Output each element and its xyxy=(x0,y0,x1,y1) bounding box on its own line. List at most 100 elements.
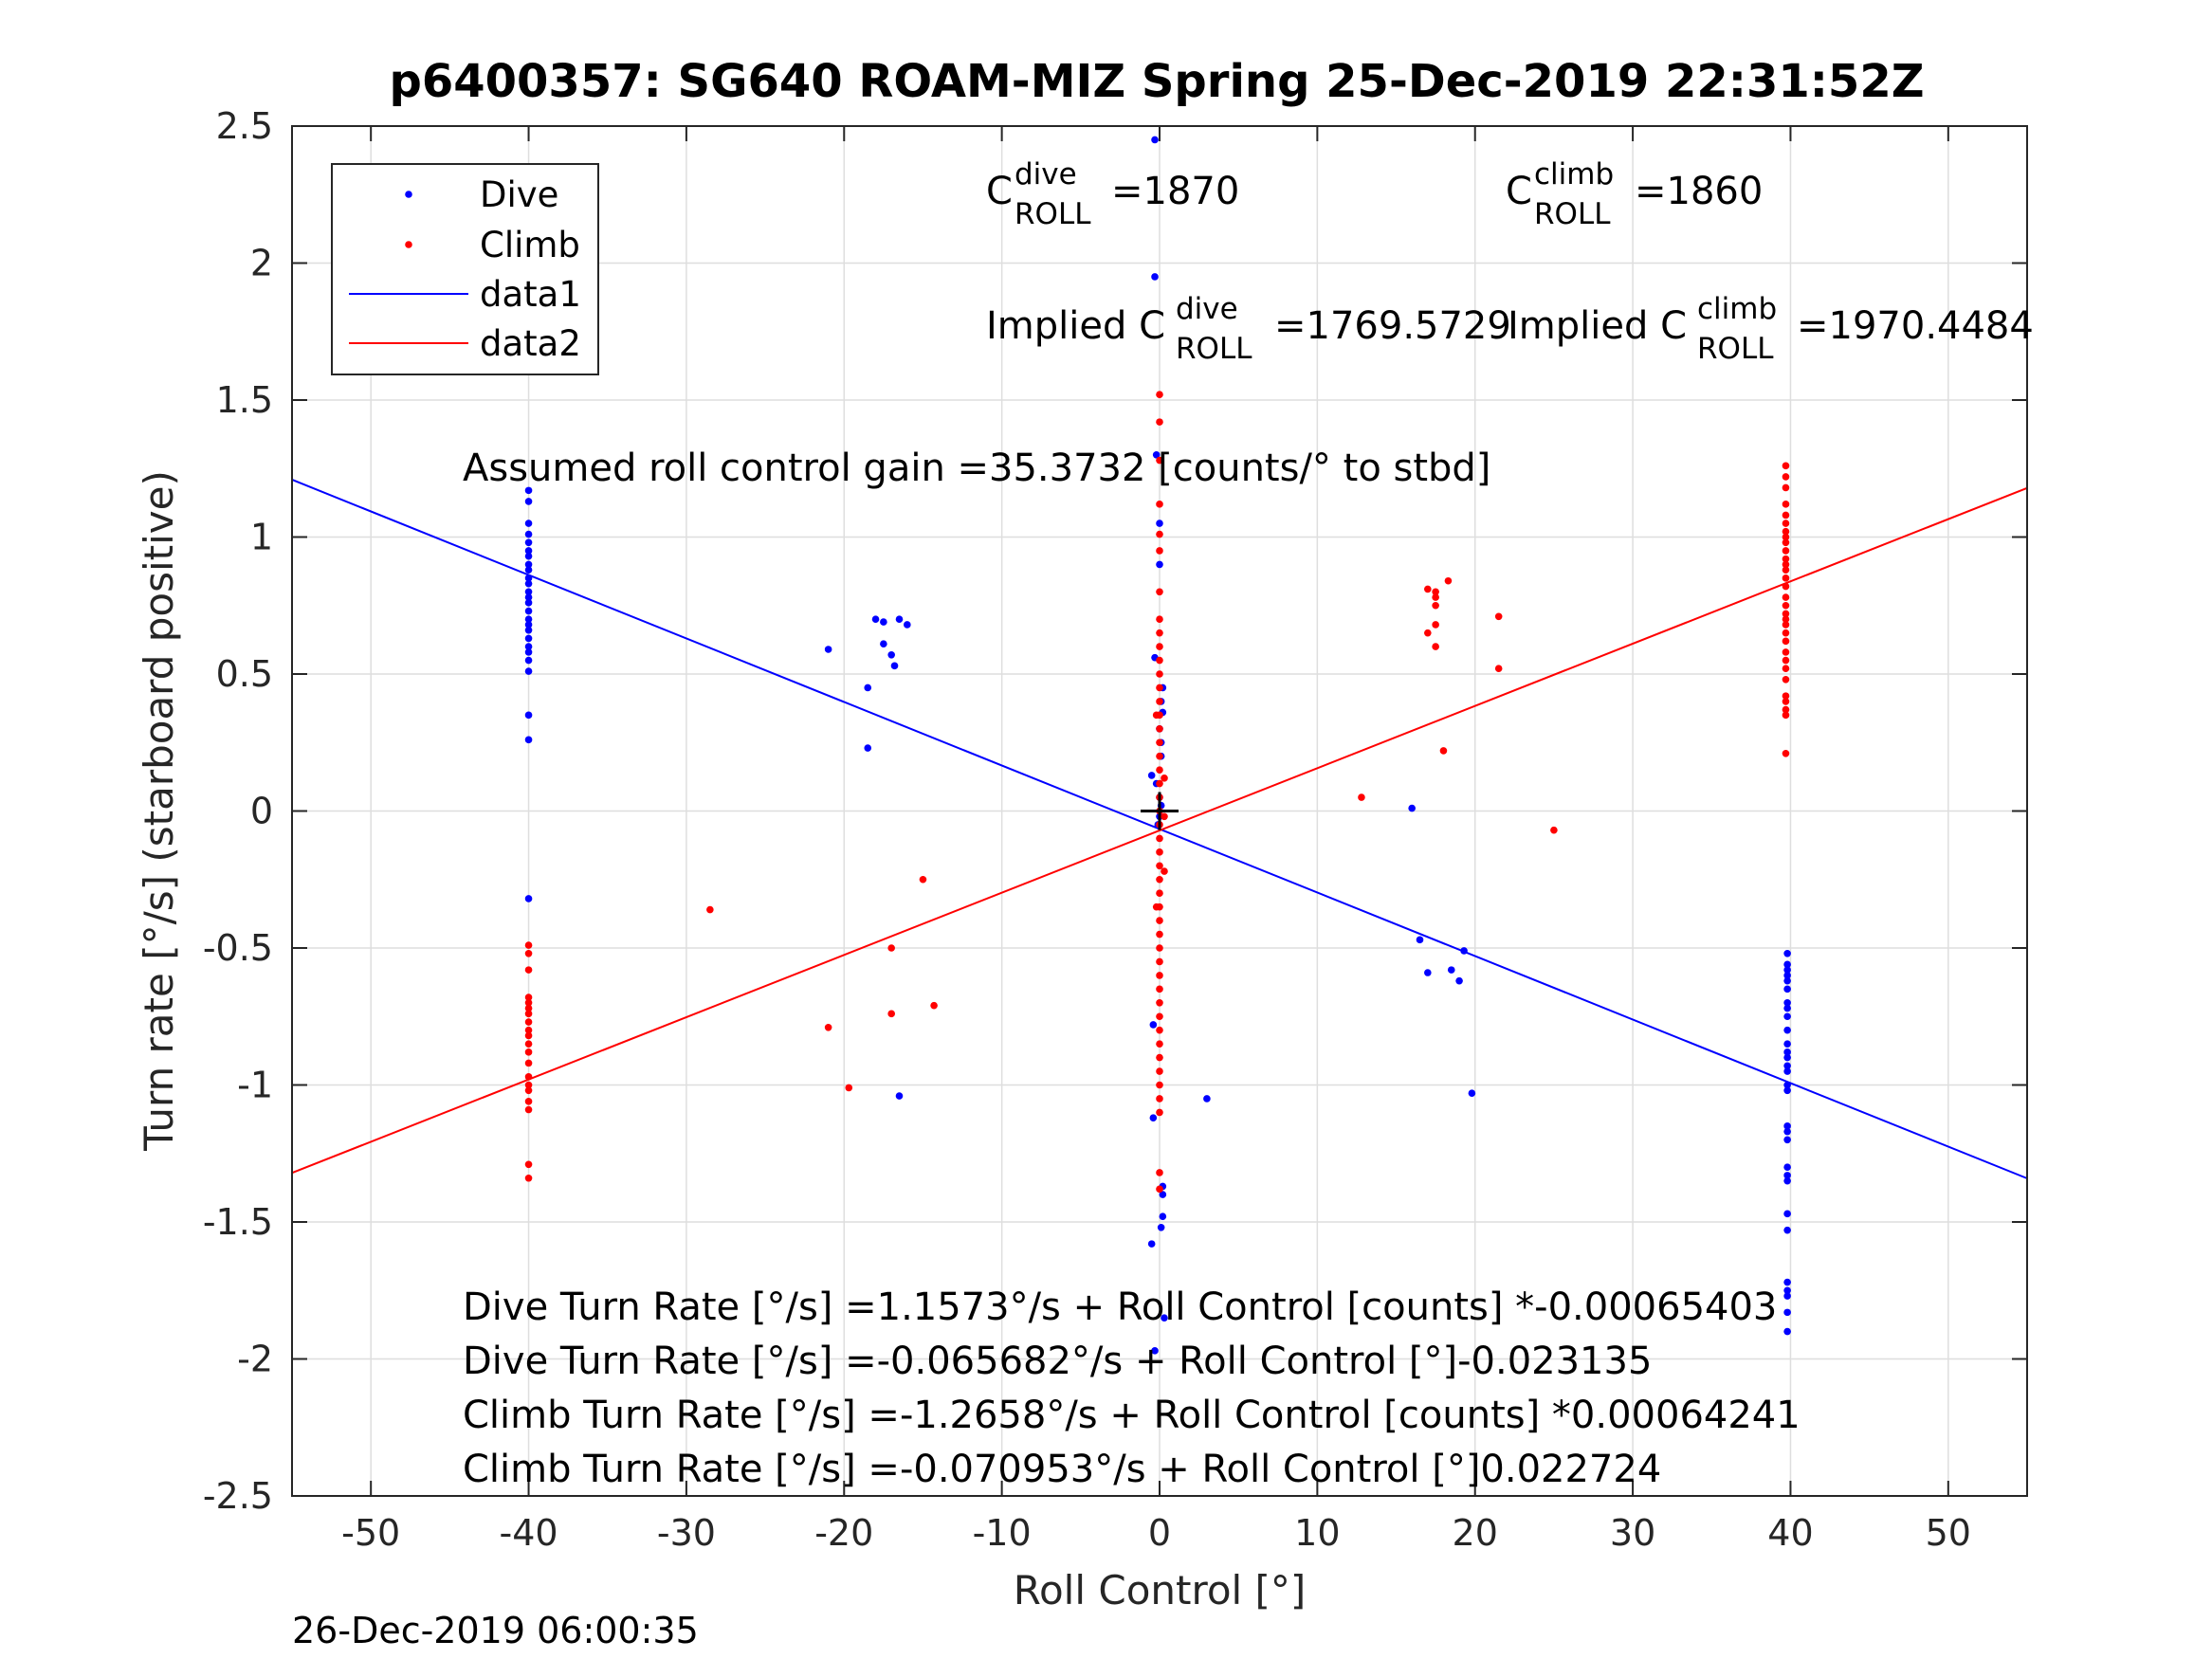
dive-point xyxy=(524,615,533,623)
climb-point xyxy=(1156,615,1163,623)
c-roll-climb-base: C xyxy=(1506,170,1532,213)
dive-point xyxy=(1408,804,1416,812)
climb-point xyxy=(1782,615,1790,623)
x-tick-label: 0 xyxy=(1148,1512,1171,1554)
dive-point xyxy=(890,662,899,670)
climb-point xyxy=(1152,902,1161,911)
climb-point xyxy=(524,1048,533,1056)
climb-point xyxy=(887,944,895,952)
climb-point xyxy=(1156,391,1163,399)
dive-point xyxy=(864,744,872,752)
climb-point xyxy=(1782,574,1790,582)
implied-dive-value: =1769.5729 xyxy=(1274,304,1511,348)
climb-point xyxy=(1161,812,1168,821)
climb-point xyxy=(1156,999,1163,1007)
dive-point xyxy=(1151,136,1159,144)
dive-point xyxy=(1783,1040,1791,1048)
dive-point xyxy=(524,621,533,629)
dive-point xyxy=(1783,1292,1791,1300)
dive-point xyxy=(524,895,533,902)
fit-line-text: Climb Turn Rate [°/s] =-1.2658°/s + Roll… xyxy=(463,1394,1801,1437)
y-tick-label: 2 xyxy=(250,243,273,284)
dive-point xyxy=(1783,1062,1791,1070)
dive-point xyxy=(1783,1067,1791,1075)
climb-point xyxy=(524,941,533,949)
y-tick-label: 1 xyxy=(250,517,273,558)
dive-point xyxy=(824,646,832,653)
y-tick-label: 2.5 xyxy=(216,105,273,147)
climb-point xyxy=(1156,848,1163,856)
dive-point xyxy=(880,640,887,648)
assumed-gain-text: Assumed roll control gain =35.3732 [coun… xyxy=(463,447,1490,490)
legend-dive-label: Dive xyxy=(480,174,558,215)
climb-point xyxy=(1156,1040,1163,1048)
dive-point xyxy=(524,547,533,555)
climb-point xyxy=(1156,985,1163,994)
climb-point xyxy=(1782,698,1790,705)
climb-point xyxy=(1782,566,1790,574)
climb-point xyxy=(524,949,533,957)
climb-point xyxy=(1156,418,1163,426)
legend: Dive Climb data1 data2 xyxy=(331,163,599,375)
dive-point xyxy=(524,486,533,495)
fit-line-text: Dive Turn Rate [°/s] =-0.065682°/s + Rol… xyxy=(463,1340,1652,1383)
climb-point xyxy=(1156,547,1163,555)
climb-point xyxy=(1782,610,1790,618)
climb-point xyxy=(1156,656,1163,665)
climb-point xyxy=(1156,1108,1163,1117)
dive-point xyxy=(524,634,533,643)
climb-point xyxy=(1156,698,1163,705)
climb-point xyxy=(1156,875,1163,884)
dive-point xyxy=(524,538,533,547)
implied-dive-sub: ROLL xyxy=(1176,332,1252,366)
climb-point xyxy=(1358,793,1365,801)
dive-point xyxy=(1783,960,1791,969)
y-tick-label: 1.5 xyxy=(216,379,273,421)
climb-point xyxy=(1782,692,1790,700)
climb-point xyxy=(1156,917,1163,924)
climb-point xyxy=(1161,867,1168,875)
climb-point xyxy=(1782,538,1790,547)
dive-point xyxy=(1152,451,1161,459)
climb-point xyxy=(1782,560,1790,569)
legend-climb-label: Climb xyxy=(480,225,580,265)
climb-point xyxy=(1156,530,1163,538)
climb-point xyxy=(524,966,533,974)
dive-point xyxy=(1783,1026,1791,1034)
dive-point xyxy=(524,588,533,596)
climb-point xyxy=(1432,588,1439,596)
dive-point xyxy=(1783,1327,1791,1336)
dive-point xyxy=(1783,1081,1791,1089)
x-tick-label: -20 xyxy=(814,1512,873,1554)
climb-point xyxy=(1156,670,1163,678)
dive-point xyxy=(1460,947,1468,955)
dive-point xyxy=(524,579,533,588)
y-tick-label: -0.5 xyxy=(203,927,273,969)
c-roll-dive-sup: dive xyxy=(1015,157,1077,191)
dive-point xyxy=(1783,1176,1791,1185)
climb-point xyxy=(524,1081,533,1089)
climb-point xyxy=(1156,588,1163,596)
data-points xyxy=(524,136,1791,1355)
climb-point xyxy=(1156,725,1163,733)
climb-point xyxy=(1494,665,1503,673)
climb-point xyxy=(1782,555,1790,563)
dive-point xyxy=(524,520,533,527)
climb-point xyxy=(1156,629,1163,637)
c-roll-dive-value: =1870 xyxy=(1111,170,1239,213)
dive-point xyxy=(1783,1004,1791,1012)
climb-point xyxy=(524,1086,533,1095)
x-tick-label: 40 xyxy=(1767,1512,1813,1554)
climb-point xyxy=(524,1098,533,1105)
climb-point xyxy=(1156,752,1163,760)
x-tick-label: 10 xyxy=(1294,1512,1340,1554)
x-tick-label: -30 xyxy=(657,1512,716,1554)
implied-dive-sup: dive xyxy=(1176,292,1238,326)
dive-point xyxy=(1149,1114,1158,1121)
dive-point xyxy=(1783,985,1791,994)
dive-point xyxy=(524,643,533,650)
climb-point xyxy=(845,1084,853,1092)
fit-line-text: Climb Turn Rate [°/s] =-0.070953°/s + Ro… xyxy=(463,1448,1661,1491)
climb-point xyxy=(1782,648,1790,656)
climb-point xyxy=(706,905,714,914)
